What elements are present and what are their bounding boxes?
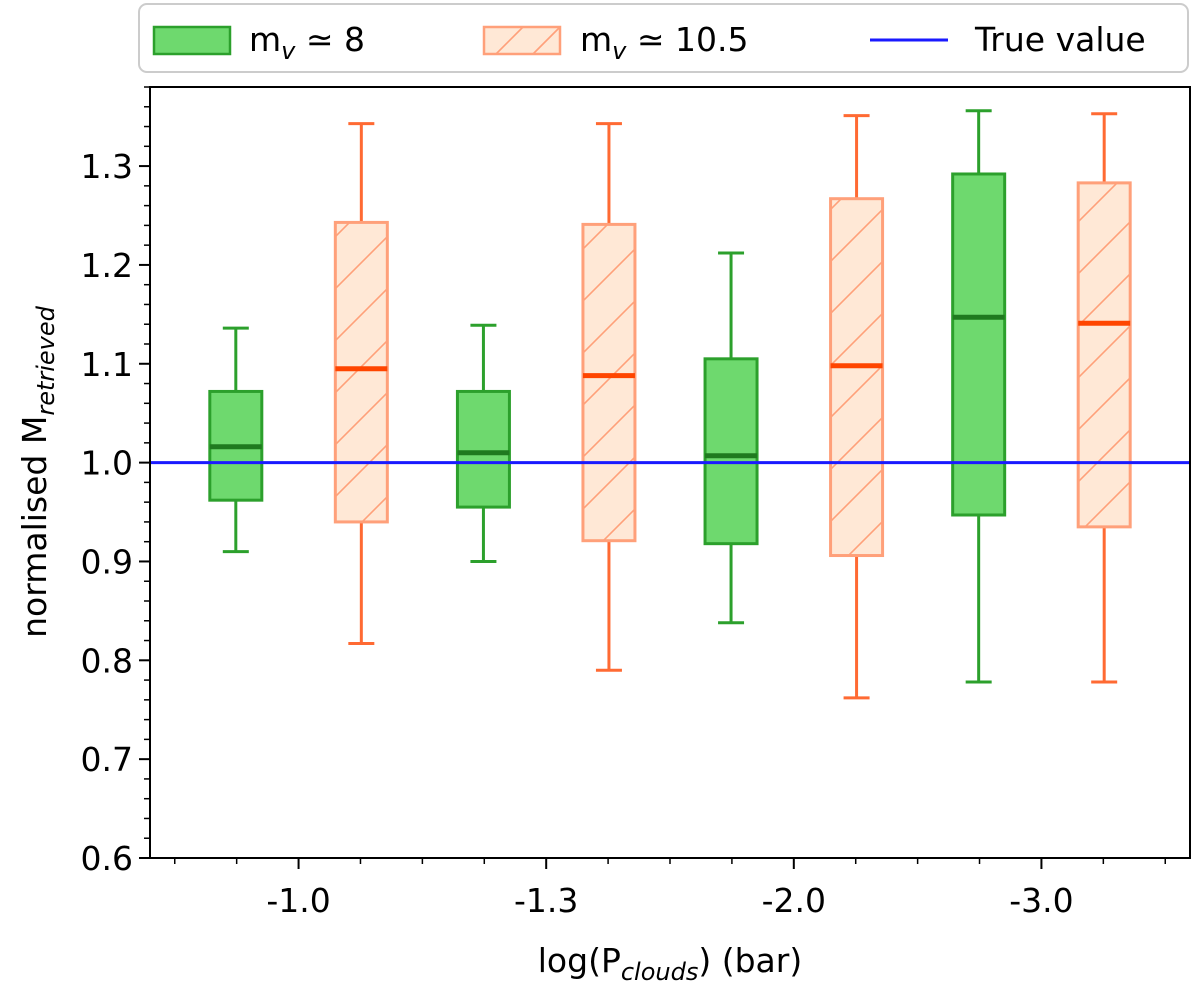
y-tick-label: 1.3	[81, 147, 133, 186]
box-s1--3.0	[951, 109, 1007, 684]
y-tick-label: 0.6	[81, 839, 133, 878]
legend-swatch-mv-8	[152, 25, 232, 56]
x-tick-label: -3.0	[1009, 881, 1073, 920]
box-hatch	[335, 222, 388, 522]
box-s1--2.0	[703, 251, 759, 625]
box-outline	[703, 357, 759, 546]
legend-label-mv-8: mv ≃ 8	[249, 20, 365, 65]
box-fill	[457, 391, 510, 508]
x-axis-ticks: -1.0 -1.3 -2.0 -3.0	[174, 858, 1166, 920]
box-fill	[952, 173, 1005, 516]
box-outline	[1076, 181, 1132, 529]
x-tick-label: -2.0	[762, 881, 826, 920]
y-tick-label: 1.1	[81, 345, 133, 384]
legend-label-mv-10-5: mv ≃ 10.5	[580, 20, 748, 65]
box-fill	[705, 358, 758, 544]
box-outline	[333, 220, 389, 524]
box-s2--1.3	[581, 122, 637, 672]
y-tick-label: 0.9	[81, 542, 133, 581]
y-axis-ticks: 0.6 0.7 0.8 0.9 1.0 1.1 1.2 1.3	[81, 86, 150, 878]
box-outline	[829, 197, 885, 558]
legend-swatch-mv-10-5	[482, 25, 562, 56]
legend-swatch-hatch	[495, 26, 561, 55]
box-hatch	[830, 198, 883, 556]
boxes-layer	[208, 109, 1132, 700]
legend-label-true-value: True value	[974, 20, 1146, 59]
y-tick-label: 0.8	[81, 641, 133, 680]
box-s2--1.0	[333, 122, 389, 646]
legend: mv ≃ 8 mv ≃ 10.5 True value	[138, 3, 1189, 73]
plot-area	[150, 87, 1190, 858]
legend-frame	[138, 3, 1189, 73]
y-axis-title: normalised Mretrieved	[15, 305, 60, 638]
box-s2--3.0	[1076, 112, 1132, 684]
medians-layer	[209, 314, 1131, 459]
box-hatch	[1078, 182, 1131, 527]
box-s2--2.0	[829, 114, 885, 700]
x-tick-label: -1.3	[514, 881, 578, 920]
x-axis-title: log(Pclouds) (bar)	[538, 941, 802, 985]
x-tick-label: -1.0	[266, 881, 330, 920]
box-outline	[951, 172, 1007, 517]
box-outline	[455, 389, 511, 509]
box-hatch	[582, 224, 635, 541]
y-tick-label: 0.7	[81, 740, 133, 779]
y-tick-label: 1.2	[81, 246, 133, 285]
box-s1--1.3	[455, 323, 511, 563]
box-outline	[581, 222, 637, 543]
plot-frame	[149, 86, 1191, 859]
y-tick-label: 1.0	[81, 444, 133, 483]
